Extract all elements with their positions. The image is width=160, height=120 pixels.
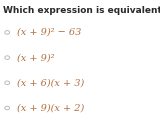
Text: (x + 9)²: (x + 9)² xyxy=(17,53,54,62)
Text: (x + 6)(x + 3): (x + 6)(x + 3) xyxy=(17,78,84,87)
Text: (x + 9)(x + 2): (x + 9)(x + 2) xyxy=(17,103,84,113)
Text: (x + 9)² − 63: (x + 9)² − 63 xyxy=(17,28,81,37)
Text: Which expression is equivalent to the expr: Which expression is equivalent to the ex… xyxy=(3,6,160,15)
